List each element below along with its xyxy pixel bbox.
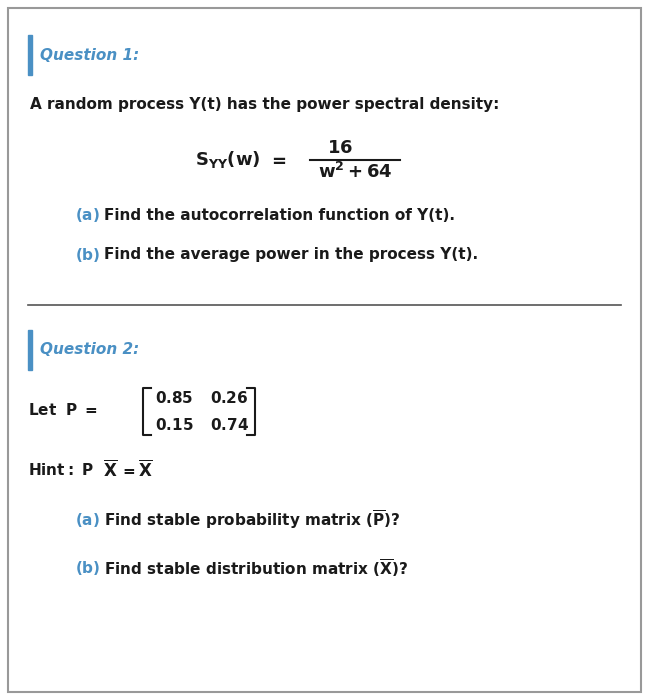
Text: Find stable probability matrix ($\mathbf{\overline{P}}$)?: Find stable probability matrix ($\mathbf… — [104, 509, 401, 531]
Text: $\mathbf{(a)}$: $\mathbf{(a)}$ — [75, 511, 100, 529]
Text: $\mathbf{Let\ \ P\ =}$: $\mathbf{Let\ \ P\ =}$ — [28, 402, 97, 418]
Text: Question 1:: Question 1: — [40, 48, 140, 62]
Text: $\mathbf{(b)}$: $\mathbf{(b)}$ — [75, 246, 101, 264]
Text: $\mathbf{=}$: $\mathbf{=}$ — [120, 463, 136, 477]
Text: Question 2:: Question 2: — [40, 342, 140, 358]
Text: $\mathbf{\overline{X}}$: $\mathbf{\overline{X}}$ — [103, 459, 118, 480]
Text: $\mathbf{S_{YY}(w)}$: $\mathbf{S_{YY}(w)}$ — [195, 150, 260, 171]
Text: $\mathbf{w^2 + 64}$: $\mathbf{w^2 + 64}$ — [318, 162, 392, 182]
Text: $\mathbf{16}$: $\mathbf{16}$ — [327, 139, 353, 157]
Text: $\mathbf{\overline{X}}$: $\mathbf{\overline{X}}$ — [138, 459, 153, 480]
Text: $\mathbf{0.26}$: $\mathbf{0.26}$ — [210, 390, 249, 406]
Text: Find stable distribution matrix ($\mathbf{\overline{X}}$)?: Find stable distribution matrix ($\mathb… — [104, 557, 408, 579]
Text: $\mathbf{0.74}$: $\mathbf{0.74}$ — [210, 417, 249, 433]
Text: A random process Y(t) has the power spectral density:: A random process Y(t) has the power spec… — [30, 97, 499, 113]
Text: $\mathbf{=}$: $\mathbf{=}$ — [268, 151, 287, 169]
FancyBboxPatch shape — [8, 8, 641, 692]
Text: $\mathbf{(a)}$: $\mathbf{(a)}$ — [75, 206, 100, 224]
Text: $\mathbf{(b)}$: $\mathbf{(b)}$ — [75, 559, 101, 577]
Bar — [28, 330, 32, 370]
Text: Find the average power in the process Y(t).: Find the average power in the process Y(… — [104, 248, 478, 262]
Text: $\mathbf{0.85}$: $\mathbf{0.85}$ — [155, 390, 193, 406]
Text: $\mathbf{0.15}$: $\mathbf{0.15}$ — [155, 417, 193, 433]
Text: Find the autocorrelation function of Y(t).: Find the autocorrelation function of Y(t… — [104, 207, 455, 223]
Bar — [28, 35, 32, 75]
Text: $\mathbf{Hint:\ P}$: $\mathbf{Hint:\ P}$ — [28, 462, 93, 478]
